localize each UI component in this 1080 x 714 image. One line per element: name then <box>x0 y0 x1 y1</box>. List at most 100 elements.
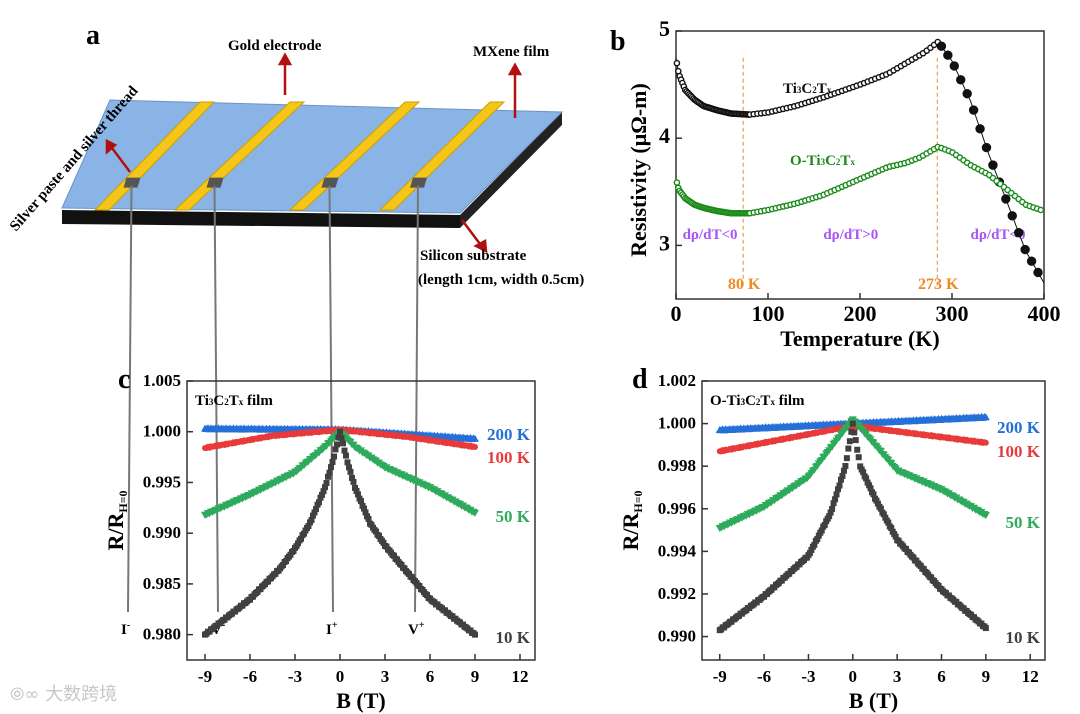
data-point <box>316 499 322 506</box>
silver-pad <box>321 177 339 188</box>
data-point <box>854 446 861 453</box>
data-point <box>837 476 844 483</box>
x-tick-label: 3 <box>381 667 390 686</box>
data-point <box>376 532 382 539</box>
series-label: 10 K <box>496 628 531 647</box>
x-tick-label: 3 <box>893 667 902 686</box>
data-point <box>849 420 856 427</box>
y-tick-label: 1.002 <box>658 371 696 390</box>
data-point <box>885 519 892 526</box>
data-point <box>334 441 340 448</box>
data-point <box>866 482 873 489</box>
y-axis-label: R/RH=0 <box>618 490 645 550</box>
data-point <box>1026 256 1037 266</box>
data-point <box>888 525 895 532</box>
x-axis-label: B (T) <box>336 688 386 713</box>
y-axis-label: Resistivity (μΩ-m) <box>626 83 651 257</box>
data-point <box>673 59 681 67</box>
data-point <box>358 498 364 505</box>
y-tick-label: 1.000 <box>658 414 696 433</box>
data-point <box>1001 194 1011 204</box>
transition-label: 80 K <box>728 276 761 293</box>
panel-label-d: d <box>632 364 648 395</box>
x-tick-label: -3 <box>801 667 815 686</box>
gold-electrode-label: Gold electrode <box>228 38 322 54</box>
data-point <box>982 625 989 632</box>
probe-wires <box>127 185 419 613</box>
data-point <box>313 506 319 513</box>
x-tick-label: 200 <box>844 301 877 326</box>
gold-strip <box>173 101 306 211</box>
data-point <box>373 528 379 535</box>
substrate-dims-label: (length 1cm, width 0.5cm) <box>418 272 584 288</box>
data-point <box>827 509 834 516</box>
x-tick-label: -6 <box>243 667 257 686</box>
data-point <box>290 548 297 555</box>
data-point <box>808 547 815 554</box>
data-point <box>325 473 331 480</box>
data-point <box>846 438 853 445</box>
chart-d: -9 -6 -3 0 3 6 9 12 0.990 0.992 0.994 0.996 0.998 1.0… <box>618 371 1046 713</box>
data-point <box>806 550 813 557</box>
data-point <box>328 464 334 471</box>
data-point <box>832 496 839 503</box>
data-point <box>344 459 351 466</box>
series-label: 100 K <box>997 442 1041 461</box>
data-point <box>338 435 345 442</box>
data-point <box>835 486 842 493</box>
data-point <box>852 437 859 444</box>
data-point <box>814 536 821 543</box>
substrate-side <box>460 112 562 228</box>
probe-wire <box>328 185 334 613</box>
data-point <box>472 443 478 450</box>
y-tick-label: 0.992 <box>658 584 696 603</box>
x-tick-label: 9 <box>471 667 480 686</box>
data-point <box>855 454 862 461</box>
x-axis-label: Temperature (K) <box>780 326 939 351</box>
data-point <box>349 474 355 481</box>
data-point <box>877 505 884 512</box>
panel-a-diagram: a Gold electrode MXene film Silver paste… <box>7 20 584 638</box>
transition-label: 273 K <box>918 276 959 293</box>
panel-label-c: c <box>118 364 130 395</box>
x-tick-label: 0 <box>671 301 682 326</box>
y-tick-label: 0.996 <box>658 499 696 518</box>
data-point <box>361 505 367 512</box>
data-point <box>1007 211 1017 221</box>
series-label: 200 K <box>487 425 531 444</box>
series-label: 50 K <box>1006 513 1041 532</box>
x-tick-label: -9 <box>198 667 212 686</box>
y-axis-label: R/RH=0 <box>103 490 130 550</box>
x-tick-label: -6 <box>757 667 771 686</box>
x-tick-label: 9 <box>982 667 991 686</box>
data-point <box>870 491 877 498</box>
watermark: ⦾∞ 大数跨境 <box>10 684 118 705</box>
y-tick-label: 1.005 <box>143 371 181 390</box>
data-point <box>1037 206 1045 214</box>
data-point <box>873 497 880 504</box>
region-label-mid: dρ/dT>0 <box>823 227 878 243</box>
gold-strip <box>378 101 506 211</box>
data-point <box>1014 227 1024 238</box>
data-point <box>362 509 369 516</box>
chart-title: O-Ti3C2Tx film <box>710 393 805 409</box>
data-point <box>943 50 953 60</box>
x-tick-label: 100 <box>752 301 785 326</box>
red-arrows <box>105 52 523 254</box>
data-point <box>833 491 840 498</box>
data-point <box>1020 244 1030 255</box>
gold-electrodes <box>93 101 506 211</box>
data-point <box>975 124 985 134</box>
series-label: 100 K <box>487 448 531 467</box>
data-point <box>308 517 315 524</box>
data-point <box>353 487 360 494</box>
y-tick-label: 0.980 <box>143 625 181 644</box>
data-point <box>836 482 843 489</box>
data-point <box>340 440 346 447</box>
x-tick-label: 12 <box>512 667 529 686</box>
plot-frame <box>701 380 1046 661</box>
data-point <box>811 541 818 548</box>
data-point <box>845 445 852 452</box>
probe-wire <box>213 185 219 613</box>
